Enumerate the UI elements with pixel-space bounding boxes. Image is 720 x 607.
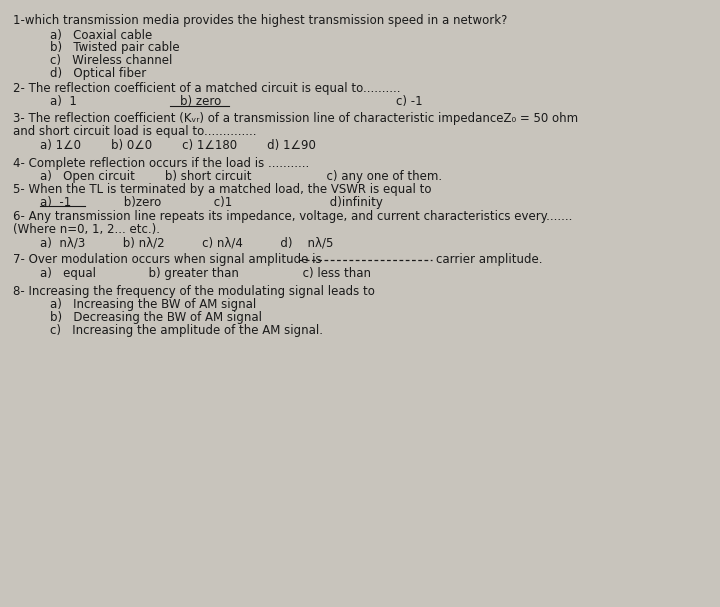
- Text: b)   Decreasing the BW of AM signal: b) Decreasing the BW of AM signal: [50, 311, 262, 324]
- Text: d)   Optical fiber: d) Optical fiber: [50, 67, 147, 80]
- Text: 4- Complete reflection occurs if the load is ...........: 4- Complete reflection occurs if the loa…: [13, 157, 309, 171]
- Text: c)   Wireless channel: c) Wireless channel: [50, 54, 173, 67]
- Text: 5- When the TL is terminated by a matched load, the VSWR is equal to: 5- When the TL is terminated by a matche…: [13, 183, 431, 196]
- Text: a)   Coaxial cable: a) Coaxial cable: [50, 29, 153, 42]
- Text: 2- The reflection coefficient of a matched circuit is equal to..........: 2- The reflection coefficient of a match…: [13, 82, 400, 95]
- Text: a) 1∠0        b) 0∠0        c) 1∠180        d) 1∠90: a) 1∠0 b) 0∠0 c) 1∠180 d) 1∠90: [40, 139, 315, 152]
- Text: c) -1: c) -1: [396, 95, 423, 109]
- Text: 6- Any transmission line repeats its impedance, voltage, and current characteris: 6- Any transmission line repeats its imp…: [13, 209, 572, 223]
- Text: a)   Increasing the BW of AM signal: a) Increasing the BW of AM signal: [50, 297, 256, 311]
- Text: b) zero: b) zero: [180, 95, 221, 109]
- Text: 7- Over modulation occurs when signal amplitude is: 7- Over modulation occurs when signal am…: [13, 253, 322, 266]
- Text: carrier amplitude.: carrier amplitude.: [436, 253, 542, 266]
- Text: a)   Open circuit        b) short circuit                    c) any one of them.: a) Open circuit b) short circuit c) any …: [40, 170, 442, 183]
- Text: a)  nλ/3          b) nλ/2          c) nλ/4          d)    nλ/5: a) nλ/3 b) nλ/2 c) nλ/4 d) nλ/5: [40, 236, 333, 249]
- Text: (Where n=0, 1, 2... etc.).: (Where n=0, 1, 2... etc.).: [13, 223, 160, 236]
- Text: a)  -1              b)zero              c)1                          d)infinity: a) -1 b)zero c)1 d)infinity: [40, 196, 382, 209]
- Text: 1-which transmission media provides the highest transmission speed in a network?: 1-which transmission media provides the …: [13, 14, 508, 27]
- Text: a)   equal              b) greater than                 c) less than: a) equal b) greater than c) less than: [40, 266, 371, 280]
- Text: a)  1: a) 1: [50, 95, 77, 109]
- Text: 8- Increasing the frequency of the modulating signal leads to: 8- Increasing the frequency of the modul…: [13, 285, 375, 298]
- Text: and short circuit load is equal to..............: and short circuit load is equal to......…: [13, 125, 256, 138]
- Text: 3- The reflection coefficient (Kᵥᵣ) of a transmission line of characteristic imp: 3- The reflection coefficient (Kᵥᵣ) of a…: [13, 112, 578, 125]
- Text: b)   Twisted pair cable: b) Twisted pair cable: [50, 41, 180, 55]
- Text: c)   Increasing the amplitude of the AM signal.: c) Increasing the amplitude of the AM si…: [50, 324, 323, 337]
